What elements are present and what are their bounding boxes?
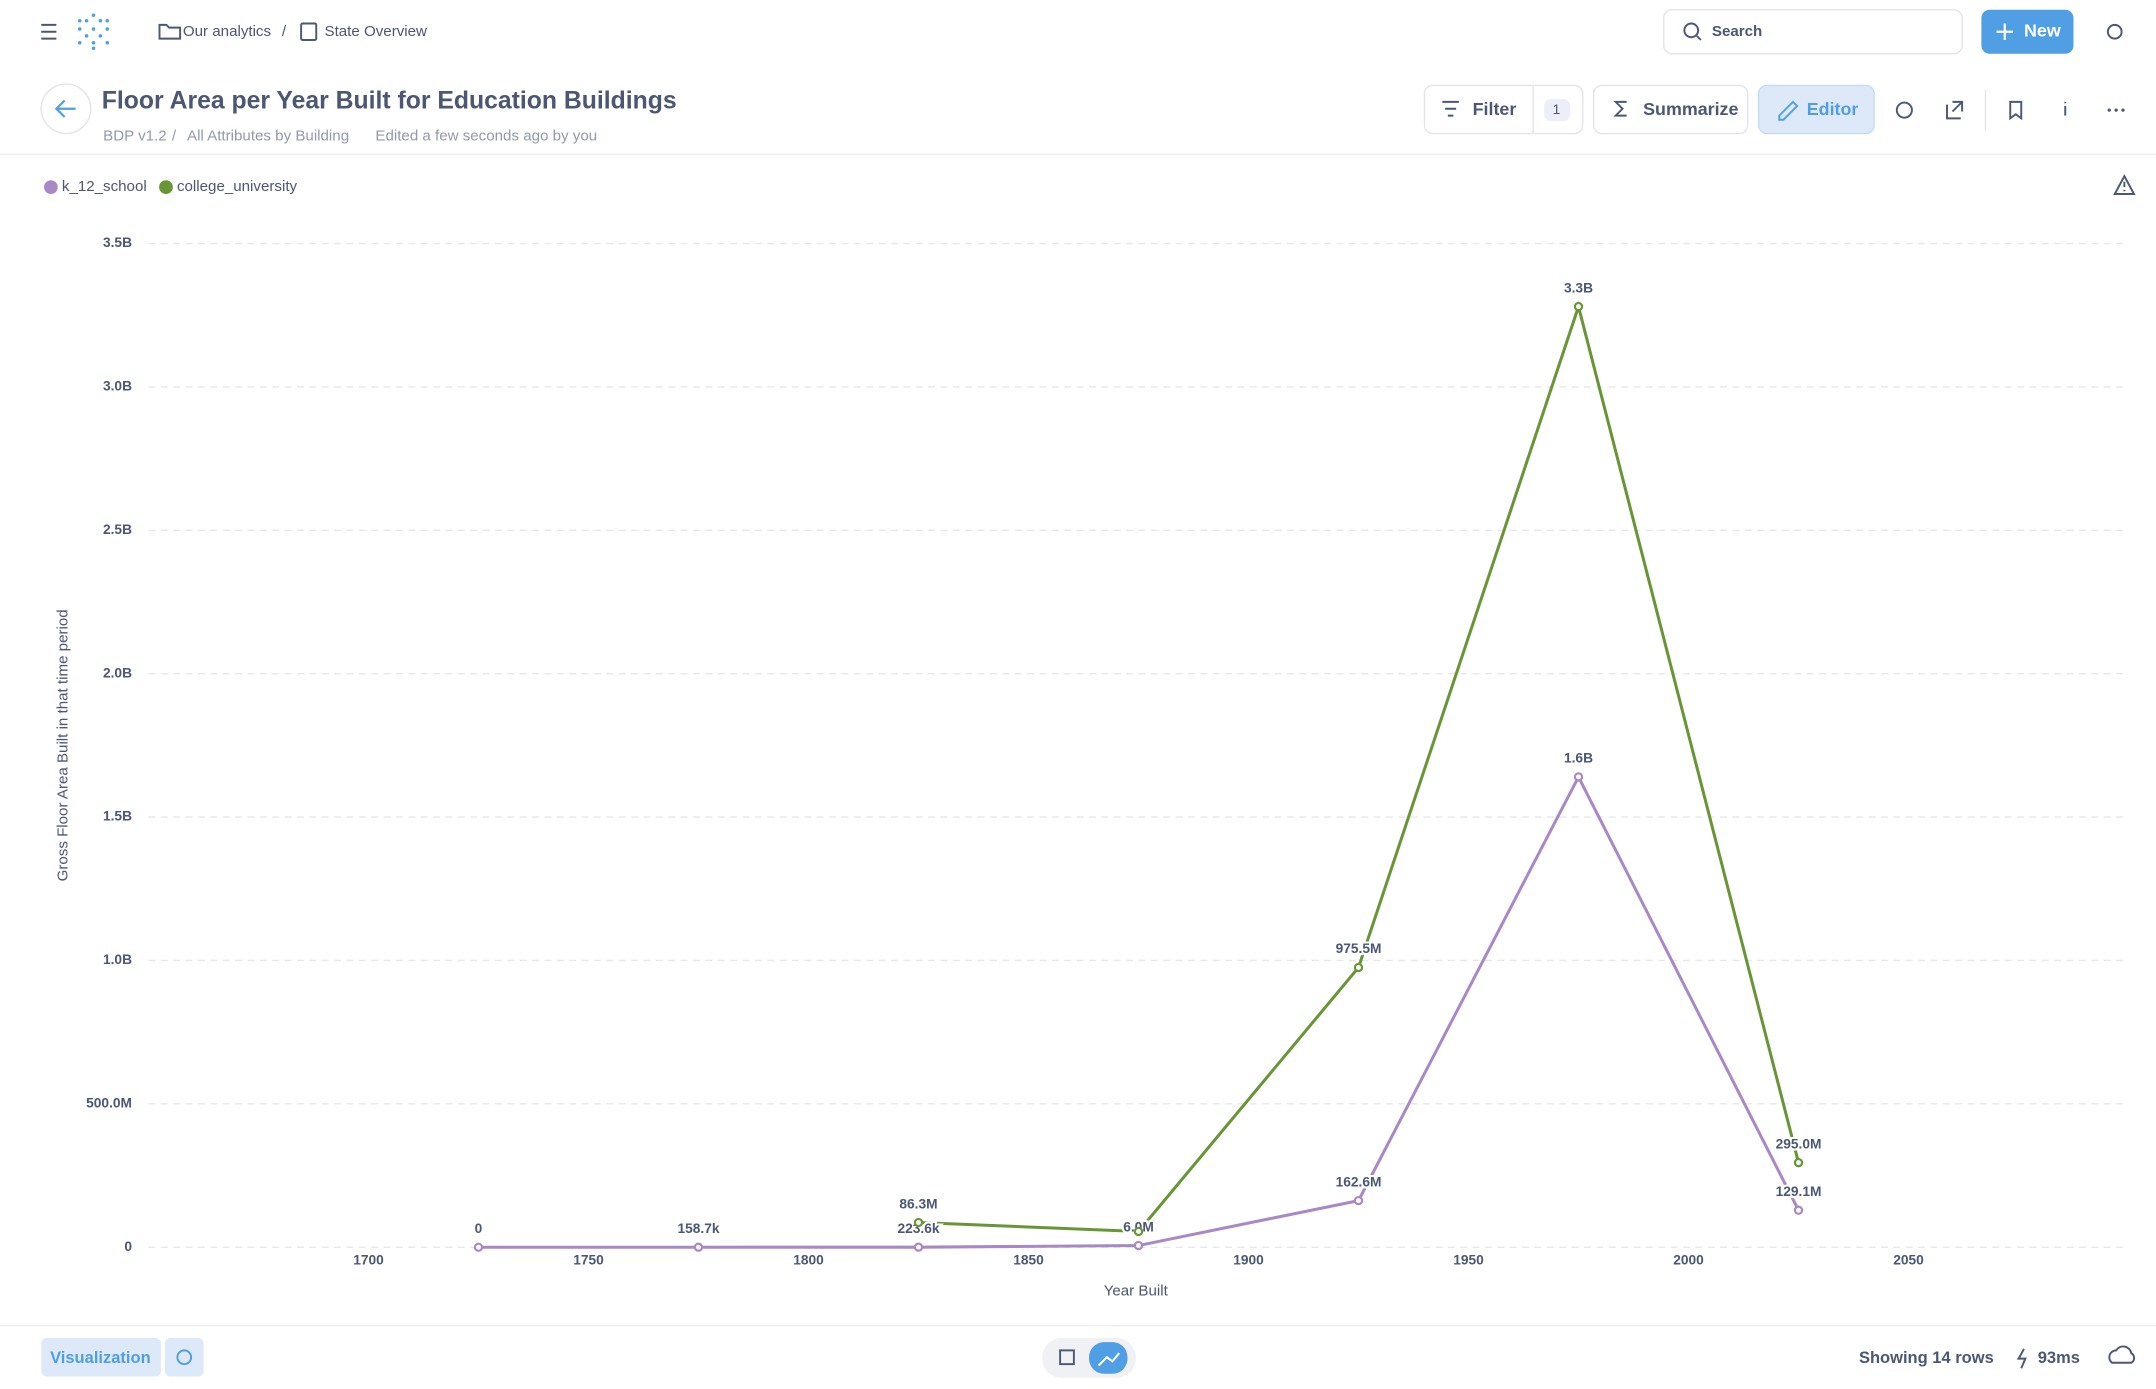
- y-axis-label: Gross Floor Area Built in that time peri…: [54, 609, 71, 881]
- logo[interactable]: [77, 13, 110, 51]
- separator: /: [282, 23, 287, 40]
- y-tick-label: 500.0M: [86, 1095, 132, 1110]
- query-time: 93ms: [2038, 1349, 2080, 1367]
- data-point: [1793, 1157, 1804, 1168]
- new-label: New: [2024, 20, 2061, 40]
- data-point: [1793, 1205, 1804, 1215]
- x-tick-label: 2000: [1673, 1253, 1704, 1268]
- x-axis-label: Year Built: [1104, 1282, 1169, 1299]
- x-tick-label: 1700: [353, 1253, 384, 1268]
- data-label: 158.7k: [677, 1221, 719, 1236]
- refresh-icon[interactable]: [1895, 101, 1913, 119]
- filter-button[interactable]: [1423, 84, 1584, 135]
- share-icon[interactable]: [1946, 100, 1964, 120]
- search-placeholder: Search: [1712, 23, 1762, 40]
- data-point: [1133, 1226, 1144, 1237]
- y-tick-label: 0: [124, 1239, 132, 1254]
- y-tick-label: 1.5B: [103, 809, 132, 824]
- visualization-button[interactable]: [41, 1338, 161, 1377]
- series-line: [918, 301, 1800, 1234]
- data-point: [913, 1242, 924, 1252]
- filter-count: 1: [1553, 102, 1561, 117]
- folder-icon: [158, 23, 182, 40]
- data-point: [1573, 301, 1584, 312]
- download-icon[interactable]: [2108, 1345, 2136, 1364]
- filter-label: Filter: [1473, 99, 1517, 119]
- data-point: [1353, 962, 1364, 973]
- summarize-label: Summarize: [1643, 99, 1738, 119]
- breadcrumb[interactable]: State Overview: [325, 23, 428, 40]
- edited-info: Edited a few seconds ago by you: [375, 127, 597, 144]
- legend-label[interactable]: k_12_school: [62, 178, 147, 195]
- data-point: [693, 1242, 704, 1252]
- data-label: 1.6B: [1564, 751, 1593, 766]
- legend-swatch: [159, 180, 173, 194]
- x-tick-label: 1900: [1233, 1253, 1264, 1268]
- table-icon[interactable]: [1059, 1349, 1075, 1366]
- new-button[interactable]: [1981, 9, 2074, 54]
- separator: /: [172, 127, 177, 144]
- data-label: 129.1M: [1776, 1184, 1822, 1199]
- bookmark-icon[interactable]: [2009, 100, 2023, 121]
- data-label: 975.5M: [1336, 941, 1382, 956]
- series-line: [478, 773, 1800, 1249]
- data-point: [1353, 1195, 1364, 1206]
- data-point: [473, 1242, 484, 1252]
- data-label: 223.6k: [897, 1221, 939, 1236]
- legend-swatch: [44, 180, 58, 194]
- chart: Gross Floor Area Built in that time peri…: [54, 235, 2129, 1299]
- x-tick-label: 1950: [1453, 1253, 1484, 1268]
- x-tick-label: 2050: [1893, 1253, 1924, 1268]
- data-label: 295.0M: [1776, 1136, 1822, 1151]
- editor-label: Editor: [1807, 99, 1859, 119]
- data-point: [913, 1217, 924, 1228]
- warning-icon[interactable]: [2113, 174, 2136, 195]
- hamburger[interactable]: [41, 23, 57, 40]
- data-point: [1573, 772, 1584, 782]
- source-db[interactable]: BDP v1.2: [103, 127, 167, 144]
- question-title: Floor Area per Year Built for Education …: [102, 87, 677, 114]
- data-label: 6.0M: [1123, 1219, 1154, 1234]
- data-label: 162.6M: [1336, 1174, 1382, 1189]
- time-icon: [2016, 1348, 2027, 1369]
- y-tick-label: 3.5B: [103, 235, 132, 250]
- data-point: [1133, 1240, 1144, 1251]
- legend-label[interactable]: college_university: [177, 178, 298, 195]
- data-label: 3.3B: [1564, 280, 1593, 295]
- summarize-button[interactable]: [1592, 84, 1749, 135]
- search-box[interactable]: [1663, 9, 1963, 55]
- settings-icon[interactable]: [2106, 23, 2123, 40]
- x-tick-label: 1750: [573, 1253, 604, 1268]
- row-count: Showing 14 rows: [1859, 1349, 1994, 1367]
- more-icon[interactable]: [2107, 108, 2125, 112]
- y-tick-label: 2.5B: [103, 522, 132, 537]
- y-tick-label: 2.0B: [103, 665, 132, 680]
- editor-button[interactable]: [1757, 84, 1875, 135]
- x-tick-label: 1800: [793, 1253, 824, 1268]
- breadcrumb[interactable]: Our analytics: [183, 23, 272, 40]
- y-tick-label: 1.0B: [103, 952, 132, 967]
- source-table[interactable]: All Attributes by Building: [187, 127, 349, 144]
- y-tick-label: 3.0B: [103, 379, 132, 394]
- x-tick-label: 1850: [1013, 1253, 1044, 1268]
- viz-settings[interactable]: [165, 1338, 204, 1377]
- visualization-label: Visualization: [50, 1349, 151, 1367]
- data-label: 0: [475, 1221, 483, 1236]
- data-label: 86.3M: [899, 1196, 937, 1211]
- dashboard-icon: [300, 22, 318, 41]
